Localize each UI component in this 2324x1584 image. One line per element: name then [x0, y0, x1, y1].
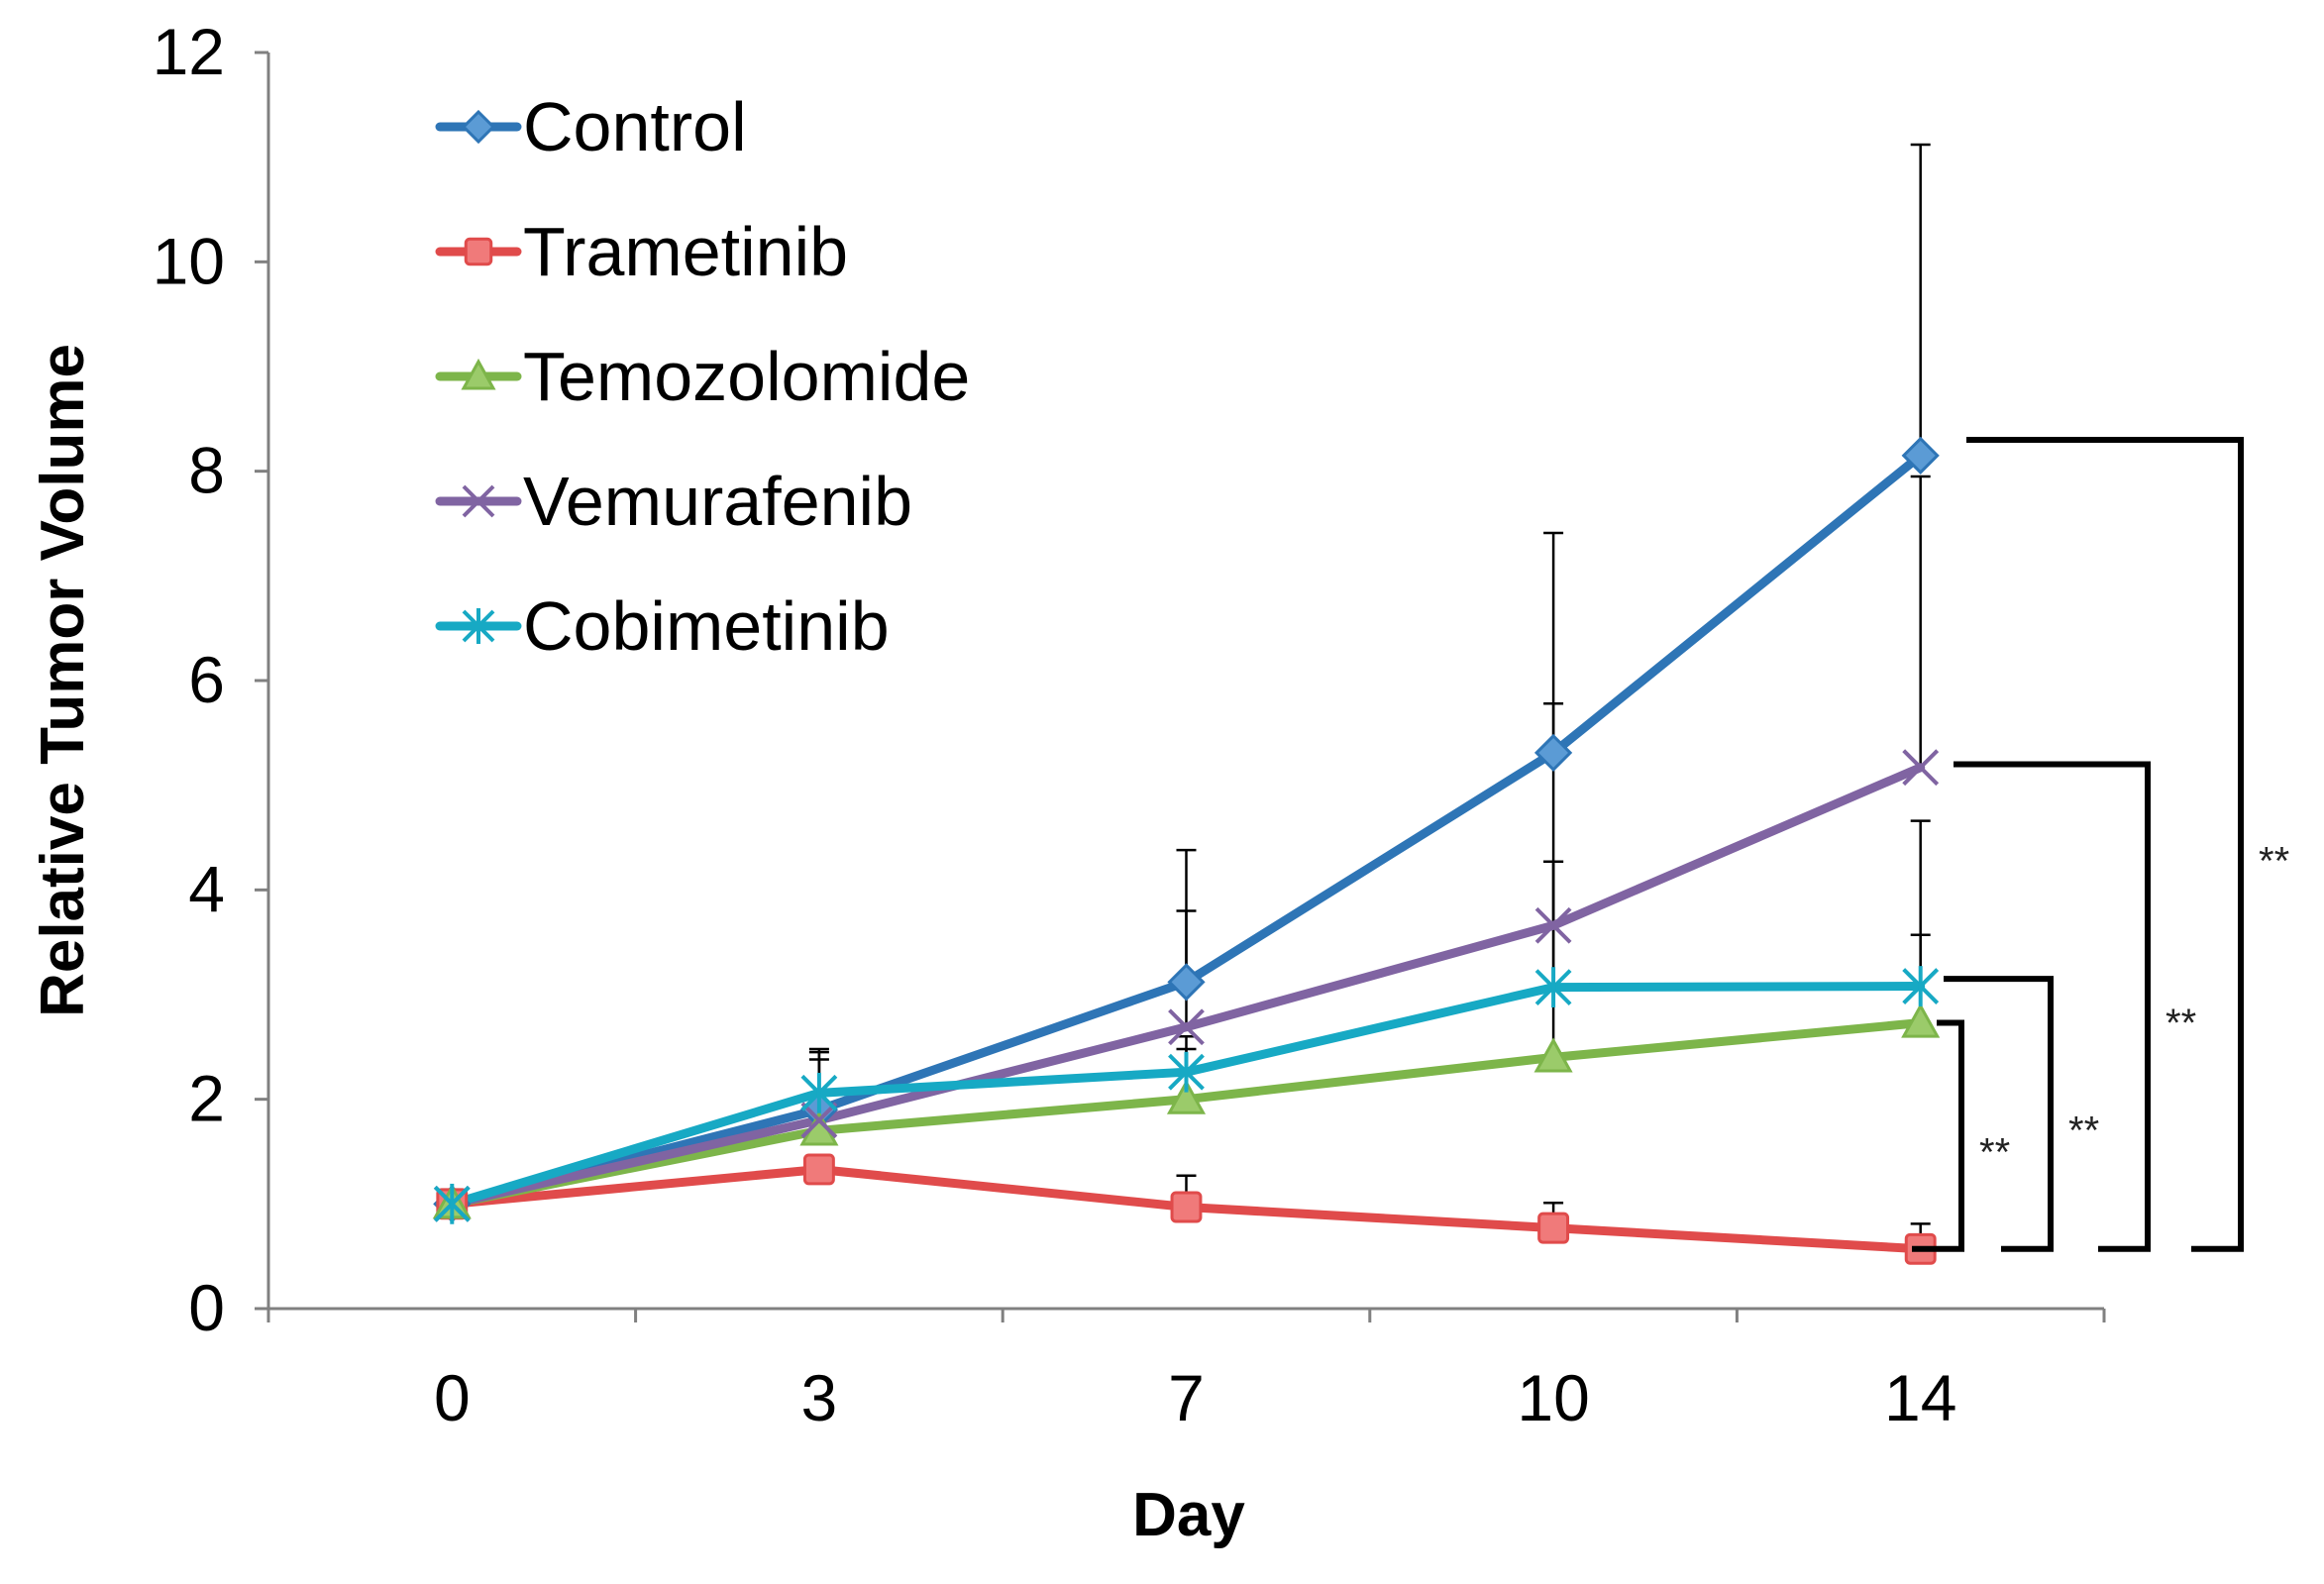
- y-tick-label: 4: [188, 852, 225, 925]
- legend-item-temozolomide: Temozolomide: [435, 338, 970, 415]
- data-point-temozolomide: [1533, 1037, 1573, 1073]
- legend-marker: [464, 237, 493, 266]
- marker-shape: [461, 358, 496, 390]
- data-point-control: [1901, 436, 1940, 475]
- legend-item-cobimetinib: Cobimetinib: [435, 587, 890, 665]
- marker-shape: [1167, 963, 1206, 1002]
- legend-marker: [462, 484, 495, 518]
- marker-stroke: [1902, 749, 1940, 787]
- legend: Control Trametinib Temozolomide Vemurafenib…: [435, 88, 970, 665]
- legend-item-vemurafenib: Vemurafenib: [435, 463, 912, 540]
- x-tick-label: 10: [1517, 1361, 1589, 1434]
- legend-marker: [462, 608, 495, 644]
- data-point-vemurafenib: [800, 1102, 838, 1139]
- legend-marker: [461, 358, 496, 390]
- x-tick-label: 7: [1168, 1361, 1205, 1434]
- marker-stroke: [1168, 1008, 1205, 1046]
- marker-shape: [1166, 1079, 1207, 1114]
- data-point-control: [1533, 733, 1573, 773]
- y-tick-label: 10: [153, 224, 225, 297]
- marker-shape: [1901, 436, 1940, 475]
- data-point-trametinib: [1170, 1191, 1203, 1223]
- significance-bracket: [1912, 1019, 1964, 1252]
- data-point-control: [1167, 963, 1206, 1002]
- x-axis-title: Day: [1132, 1481, 1245, 1549]
- significance-bracket: [1966, 436, 2244, 1252]
- error-bars: [808, 143, 1931, 1249]
- significance-label: **: [2259, 839, 2289, 883]
- y-tick-label: 6: [188, 643, 225, 716]
- data-point-cobimetinib: [1902, 966, 1940, 1006]
- data-point-vemurafenib: [1534, 906, 1572, 944]
- data-point-cobimetinib: [800, 1072, 838, 1113]
- marker-shape: [461, 109, 496, 145]
- marker-shape: [1533, 1037, 1573, 1073]
- y-tick-label: 0: [188, 1271, 225, 1344]
- y-axis-title: Relative Tumor Volume: [29, 344, 97, 1017]
- axes: 0 2 4 6 8 10 12 0 3 7 10 14: [153, 15, 2106, 1434]
- marker-stroke: [800, 1102, 838, 1139]
- data-point-cobimetinib: [433, 1183, 471, 1224]
- marker-shape: [1170, 1191, 1203, 1223]
- x-tick-label: 14: [1884, 1361, 1956, 1434]
- y-tick-label: 8: [188, 434, 225, 507]
- legend-item-trametinib: Trametinib: [435, 213, 848, 290]
- y-tick-label: 12: [153, 15, 225, 88]
- significance-bracket: [1944, 976, 2054, 1252]
- marker-shape: [1537, 1212, 1570, 1244]
- x-tick-label: 0: [434, 1361, 471, 1434]
- legend-item-control: Control: [435, 88, 747, 165]
- data-point-vemurafenib: [1902, 749, 1940, 787]
- significance-label: **: [1979, 1131, 2010, 1175]
- data-point-trametinib: [802, 1153, 835, 1186]
- data-point-cobimetinib: [1534, 967, 1572, 1008]
- data-point-temozolomide: [1166, 1079, 1207, 1114]
- significance-bracket: [1954, 761, 2151, 1252]
- marker-shape: [464, 237, 493, 266]
- marker-shape: [802, 1153, 835, 1186]
- legend-marker: [461, 109, 496, 145]
- data-point-cobimetinib: [1168, 1051, 1205, 1093]
- legend-label: Control: [523, 88, 747, 165]
- significance-brackets: ** ** ** **: [1912, 436, 2289, 1252]
- marker-stroke: [462, 484, 495, 518]
- significance-label: **: [2068, 1109, 2099, 1152]
- marker-shape: [1533, 733, 1573, 773]
- data-point-vemurafenib: [1168, 1008, 1205, 1046]
- x-tick-label: 3: [801, 1361, 838, 1434]
- legend-label: Trametinib: [523, 213, 848, 290]
- data-point-temozolomide: [1901, 1003, 1941, 1038]
- significance-label: **: [2166, 1002, 2196, 1045]
- legend-label: Vemurafenib: [523, 463, 912, 540]
- marker-stroke: [1534, 906, 1572, 944]
- marker-shape: [1901, 1003, 1941, 1038]
- y-tick-label: 2: [188, 1062, 225, 1135]
- legend-label: Temozolomide: [523, 338, 970, 415]
- data-point-trametinib: [1537, 1212, 1570, 1244]
- legend-label: Cobimetinib: [523, 587, 890, 665]
